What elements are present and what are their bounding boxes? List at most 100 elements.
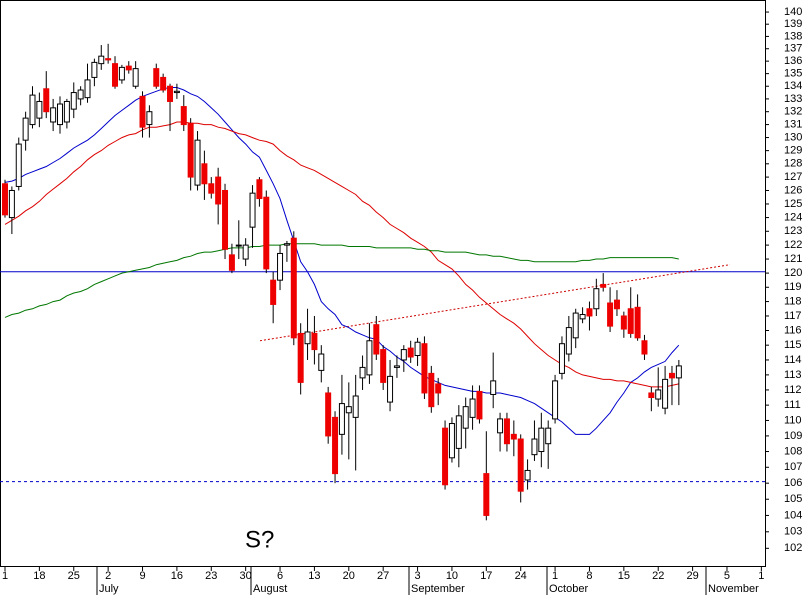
candle-body <box>414 341 421 357</box>
x-tick-label: 15 <box>618 570 630 582</box>
x-tick-label: 2 <box>105 570 111 582</box>
candle-body <box>531 438 538 456</box>
candle-body <box>153 68 160 87</box>
candle-body <box>256 179 263 200</box>
candle-body <box>228 254 235 271</box>
candle-body <box>2 183 8 216</box>
y-tick-label: 123 <box>784 225 802 237</box>
x-tick-label: 25 <box>68 570 80 582</box>
x-tick-label: 6 <box>277 570 283 582</box>
candle-body <box>503 418 510 445</box>
y-tick-label: 119 <box>784 281 802 293</box>
candle-body <box>359 366 366 379</box>
candle-body <box>91 61 98 78</box>
candle-body <box>222 189 229 250</box>
candle-body <box>118 66 125 81</box>
candle-body <box>448 423 455 459</box>
candle-body <box>352 395 359 418</box>
candle-body <box>476 390 483 420</box>
candle-body <box>552 380 559 420</box>
candle-body <box>648 392 655 399</box>
trendline <box>259 264 731 342</box>
x-tick-label: 16 <box>171 570 183 582</box>
candle-body <box>215 176 222 205</box>
y-tick-label: 133 <box>784 93 802 105</box>
candle-body <box>565 327 572 355</box>
candle-body <box>187 122 194 178</box>
candle-body <box>380 349 387 383</box>
candle-body <box>655 389 662 400</box>
x-tick-label: 8 <box>586 570 592 582</box>
candle-body <box>63 100 70 123</box>
candle-body <box>325 392 332 437</box>
moving-average-line <box>4 87 680 435</box>
candle-body <box>125 65 132 71</box>
candle-body <box>407 347 414 358</box>
x-tick-label: 1 <box>2 570 8 582</box>
candle-body <box>613 299 620 310</box>
x-tick-label: 27 <box>377 570 389 582</box>
candle-body <box>338 403 345 435</box>
candle-body <box>173 90 180 94</box>
y-tick-label: 103 <box>784 526 802 538</box>
candle-body <box>497 418 504 434</box>
candle-body <box>105 58 112 61</box>
x-tick-label: 10 <box>446 570 458 582</box>
candle-body <box>572 312 579 339</box>
candle-body <box>462 406 469 429</box>
y-tick-label: 140 <box>784 6 802 18</box>
candle-body <box>242 244 249 260</box>
candle-body <box>112 63 119 87</box>
x-tick-label: 30 <box>240 570 252 582</box>
candle-body <box>132 68 139 87</box>
y-tick-label: 111 <box>784 399 801 411</box>
candle-body <box>332 416 339 475</box>
candle-body <box>297 332 304 383</box>
candle-body <box>290 237 297 339</box>
y-tick-label: 131 <box>784 118 802 130</box>
candle-body <box>366 340 373 376</box>
y-tick-label: 107 <box>784 461 802 473</box>
y-tick-label: 110 <box>784 414 802 426</box>
y-tick-label: 135 <box>784 68 802 80</box>
candle-body <box>607 302 614 327</box>
x-tick-label: 22 <box>652 570 664 582</box>
candle-body <box>400 349 407 361</box>
x-tick-label: 23 <box>205 570 217 582</box>
y-tick-label: 114 <box>784 354 802 366</box>
y-tick-label: 105 <box>784 493 802 505</box>
x-tick-label: 1 <box>758 570 764 582</box>
candle-body <box>311 332 318 351</box>
x-tick-label: 20 <box>343 570 355 582</box>
y-tick-label: 121 <box>784 253 802 265</box>
candle-body <box>84 79 91 99</box>
candle-body <box>510 433 517 440</box>
candle-body <box>641 340 648 355</box>
candle-body <box>387 375 394 403</box>
y-tick-label: 122 <box>784 239 802 251</box>
candle-body <box>194 139 201 186</box>
candle-body <box>545 427 552 445</box>
candle-body <box>634 306 641 339</box>
candle-body <box>517 438 524 492</box>
candle-body <box>662 378 669 409</box>
y-tick-label: 132 <box>784 106 802 118</box>
y-tick-label: 125 <box>784 198 802 210</box>
candle-body <box>167 85 174 102</box>
candle-body <box>318 353 325 371</box>
candle-body <box>270 279 277 305</box>
candle-body <box>579 314 586 320</box>
candle-body <box>22 117 29 141</box>
candle-body <box>469 398 476 418</box>
y-tick-label: 128 <box>784 158 802 170</box>
candle-body <box>435 383 442 394</box>
x-tick-label: 18 <box>33 570 45 582</box>
y-tick-label: 115 <box>784 339 802 351</box>
candle-body <box>421 343 428 394</box>
moving-average-line <box>4 121 679 388</box>
candle-body <box>283 243 290 246</box>
x-tick-label: 3 <box>414 570 420 582</box>
candle-body <box>558 343 565 374</box>
y-tick-label: 130 <box>784 131 802 143</box>
candle-body <box>57 103 64 126</box>
